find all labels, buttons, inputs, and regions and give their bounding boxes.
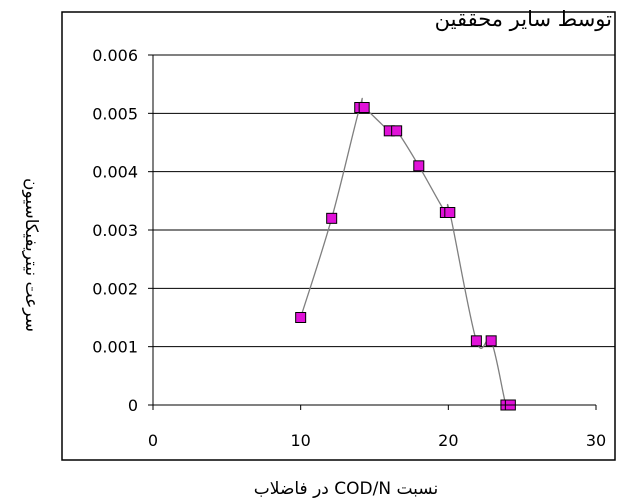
x-axis-label: نسبت COD/N در فاضلاب: [254, 479, 438, 499]
chart-title: توسط سایر محققین: [435, 7, 613, 32]
gridlines: [148, 54, 615, 406]
data-point: [326, 212, 338, 224]
data-point: [295, 312, 307, 323]
y-axis-label: سرعت نیتریفیکاسیون: [21, 178, 41, 332]
y-tick-label: 0.006: [92, 46, 138, 65]
y-tick-label: 0.005: [92, 104, 138, 123]
data-point: [413, 160, 425, 172]
x-tick-label: 10: [290, 431, 310, 450]
x-tick-label: 0: [148, 431, 158, 450]
x-tick-label: 30: [586, 431, 606, 450]
y-tick-label: 0.002: [92, 279, 138, 298]
y-tick-labels: 0 0.001 0.002 0.003 0.004 0.005 0.006: [92, 46, 138, 415]
x-tick-labels: 0 10 20 30: [148, 405, 606, 450]
data-point: [391, 125, 403, 137]
y-tick-label: 0.001: [92, 338, 138, 357]
data-point: [444, 207, 456, 218]
data-point: [485, 335, 497, 347]
y-tick-label: 0: [128, 396, 138, 415]
chart-area-border: [61, 11, 616, 461]
y-tick-label: 0.003: [92, 221, 138, 240]
y-tick-label: 0.004: [92, 163, 138, 182]
data-point: [470, 335, 482, 347]
data-point: [358, 102, 370, 113]
x-tick-label: 20: [438, 431, 458, 450]
